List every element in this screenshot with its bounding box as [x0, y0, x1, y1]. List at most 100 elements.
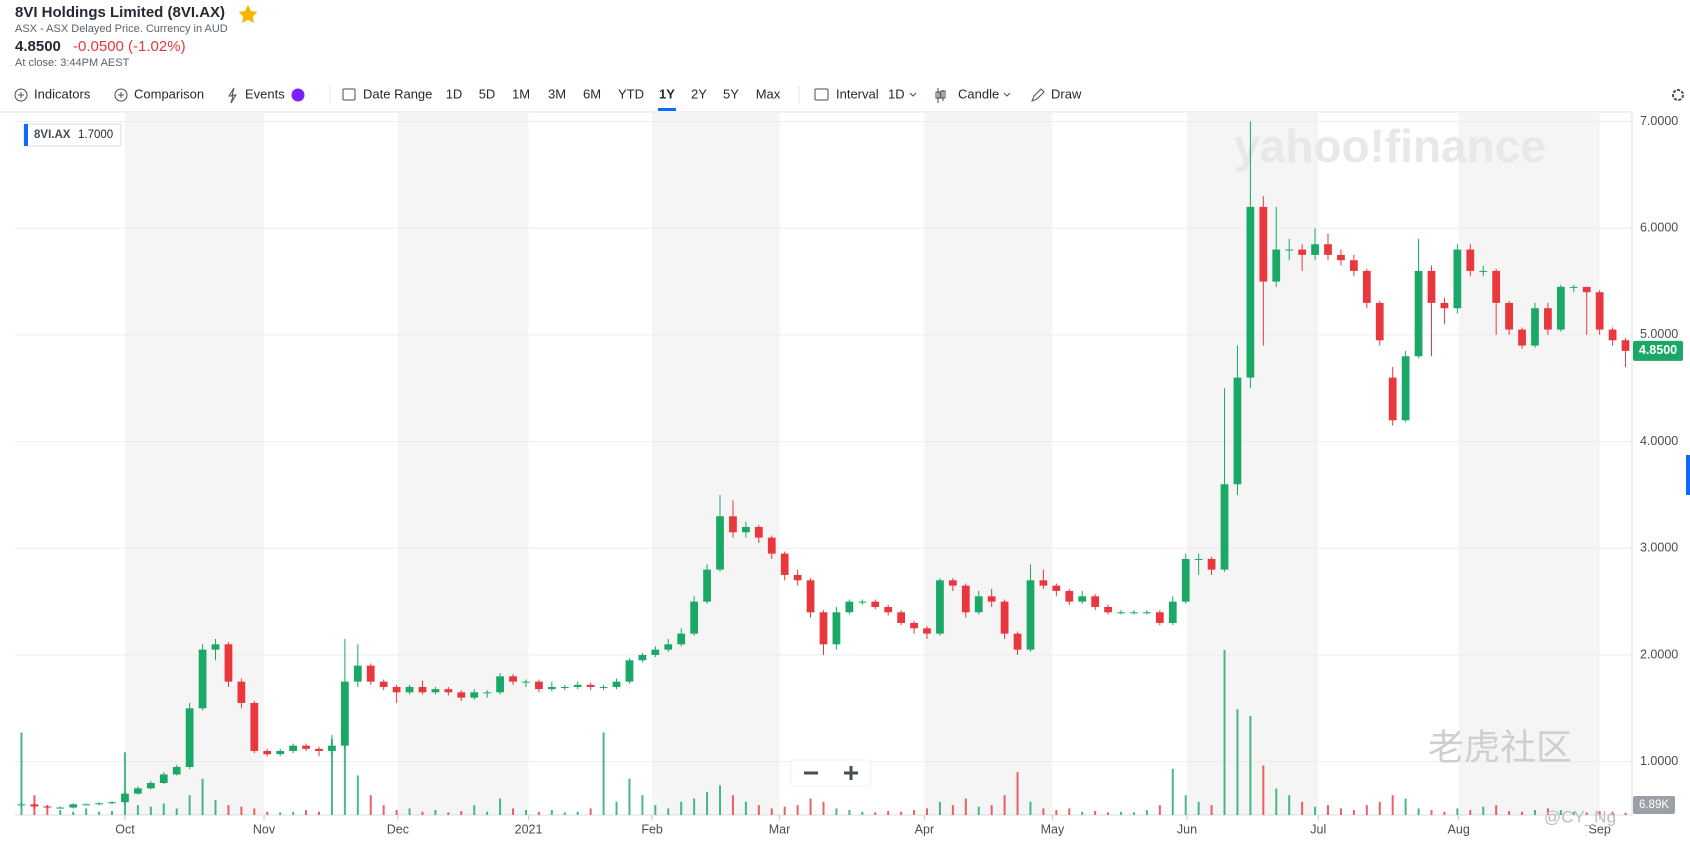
price-tag-label: 4.8500 [1639, 343, 1677, 357]
x-tick-label: Apr [915, 822, 934, 836]
volume-bar [1521, 811, 1524, 815]
volume-bar [1197, 801, 1200, 815]
candle-body [198, 649, 207, 709]
candle-body [1453, 249, 1462, 309]
y-tick-label: 4.0000 [1640, 434, 1678, 448]
x-tick-label: Feb [641, 822, 663, 836]
events-button[interactable]: Events [245, 86, 285, 101]
volume-bar [874, 812, 877, 815]
range-button[interactable]: 2Y [691, 86, 707, 101]
volume-bar [900, 811, 903, 815]
volume-bar [279, 812, 282, 815]
volume-bar [1469, 810, 1472, 815]
candle-body [612, 681, 621, 687]
candle-body [340, 681, 349, 746]
range-button[interactable]: 5Y [723, 86, 739, 101]
interval-label[interactable]: Interval [836, 86, 879, 101]
range-button[interactable]: 5D [479, 86, 496, 101]
candle-body [884, 606, 893, 613]
volume-bar [693, 798, 696, 815]
volume-bar [1132, 812, 1135, 815]
range-button[interactable]: 1M [512, 86, 530, 101]
date-range-button[interactable]: Date Range [363, 86, 432, 101]
candle-body [1621, 340, 1630, 351]
candle-body [263, 750, 272, 755]
candle-body [289, 745, 298, 751]
candle-body [703, 569, 711, 602]
volume-bar [615, 801, 618, 815]
candle-body [948, 580, 957, 586]
range-button[interactable]: 1Y [659, 86, 675, 101]
legend-value: 1.7000 [78, 129, 113, 141]
comparison-button[interactable]: Comparison [134, 86, 204, 101]
y-tick-label: 3.0000 [1640, 541, 1678, 555]
volume-bar [1352, 810, 1355, 815]
volume-bar [266, 811, 269, 815]
candle-body [353, 665, 362, 682]
candle-body [1337, 254, 1345, 261]
chart-style-button[interactable]: Candle [958, 86, 999, 101]
stock-title: 8VI Holdings Limited (8VI.AX) [15, 4, 225, 21]
volume-bar [1624, 812, 1627, 815]
candle-body [172, 766, 181, 775]
volume-bar [1262, 765, 1265, 815]
price-tag [1633, 340, 1683, 361]
candle-body [483, 692, 492, 694]
volume-bar [964, 798, 967, 815]
candle-body [1544, 308, 1552, 330]
range-button[interactable]: YTD [618, 86, 644, 101]
volume-bar [835, 808, 838, 815]
volume-bar [85, 808, 88, 815]
y-tick-label: 1.0000 [1640, 754, 1678, 768]
settings-icon[interactable] [1672, 89, 1684, 101]
last-price: 4.8500 [15, 38, 61, 55]
indicators-button[interactable]: Indicators [34, 86, 91, 101]
candle-body [1130, 612, 1138, 614]
range-button[interactable]: 3M [548, 86, 566, 101]
candle-body [1505, 302, 1513, 330]
plot: Oct Nov Dec 2021 Feb Mar Apr May Jun Jul Aug Sep 1.0… [15, 113, 1690, 836]
scroll-handle [1686, 455, 1690, 495]
interval-value[interactable]: 1D [888, 86, 905, 101]
candle-body [250, 702, 259, 751]
candle-body [522, 681, 530, 683]
candle-body [470, 692, 479, 698]
volume-bar [1081, 811, 1084, 815]
volume-bar [201, 778, 204, 815]
candle-body [923, 628, 931, 634]
volume-bar [1378, 801, 1381, 815]
candle-body [121, 793, 129, 803]
candle-body [159, 774, 168, 783]
candle-body [185, 708, 194, 767]
candle-body [1401, 356, 1410, 421]
candle-body [1582, 286, 1591, 293]
candle-body [69, 804, 78, 808]
candle-body [56, 807, 65, 809]
volume-bar [576, 811, 579, 815]
volume-bar [1365, 805, 1368, 815]
volume-bar [356, 775, 359, 815]
volume-bar [460, 811, 463, 815]
candle-body [1324, 244, 1332, 255]
candle-body [1556, 286, 1565, 330]
watchlist-star[interactable] [238, 5, 258, 23]
volume-bar [292, 811, 295, 815]
zoom-controls [790, 759, 872, 787]
candle-body [1207, 558, 1216, 570]
volume-bar [1327, 805, 1330, 815]
zoom-in[interactable] [844, 766, 858, 780]
candle-body [1440, 302, 1449, 309]
candle-body [716, 516, 724, 570]
volume-bar [744, 801, 747, 815]
volume-bar [1275, 788, 1278, 815]
candle-body [535, 681, 543, 690]
range-button[interactable]: 6M [583, 86, 601, 101]
volume-bar [1585, 812, 1588, 815]
range-button[interactable]: Max [756, 86, 781, 101]
candle-body [328, 745, 336, 751]
range-button[interactable]: 1D [446, 86, 463, 101]
volume-bar [72, 811, 75, 815]
volume-bar [848, 810, 851, 815]
x-tick-label: Sep [1589, 822, 1611, 836]
draw-button[interactable]: Draw [1051, 86, 1082, 101]
